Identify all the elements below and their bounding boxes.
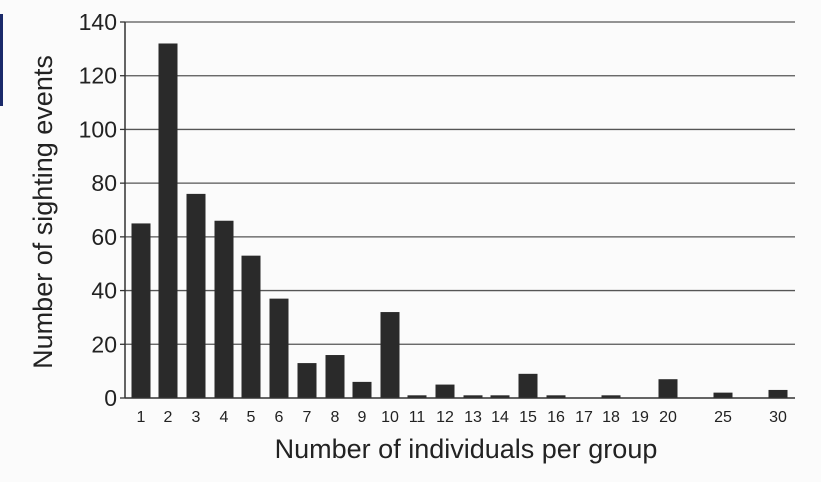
x-tick-label: 1: [137, 409, 146, 426]
x-tick-label: 2: [164, 409, 173, 426]
x-tick-label: 12: [436, 409, 454, 426]
y-tick-labels: 0 20 40 60 80 100 120 140: [79, 9, 125, 411]
x-tick-label: 18: [602, 409, 620, 426]
bar-2: [158, 43, 178, 398]
bar-14: [490, 395, 510, 398]
bar-6: [269, 298, 289, 398]
x-tick-label: 13: [464, 409, 482, 426]
bar-4: [214, 220, 234, 398]
x-tick-label: 5: [247, 409, 256, 426]
bar-16: [546, 395, 566, 398]
y-tick-label: 20: [91, 331, 117, 357]
x-tick-label: 15: [519, 409, 537, 426]
x-axis-title: Number of individuals per group: [275, 434, 658, 464]
x-tick-label: 3: [192, 409, 201, 426]
y-tick-label: 100: [79, 116, 117, 142]
x-tick-label: 8: [331, 409, 340, 426]
bar-10: [380, 312, 400, 398]
bar-8: [325, 355, 345, 398]
y-axis-title: Number of sighting events: [28, 55, 58, 369]
bar-1: [131, 223, 151, 398]
bar-30: [768, 389, 788, 398]
x-tick-label: 10: [381, 409, 399, 426]
x-tick-label: 4: [220, 409, 229, 426]
bar-25: [713, 392, 733, 398]
left-edge-strip: [0, 14, 3, 106]
bar-12: [435, 384, 455, 398]
y-tick-label: 120: [79, 63, 117, 89]
x-tick-label: 14: [491, 409, 509, 426]
x-tick-label: 20: [659, 409, 677, 426]
bar-3: [186, 193, 206, 398]
x-tick-label: 9: [358, 409, 367, 426]
bar-11: [407, 395, 427, 398]
y-tick-label: 40: [91, 278, 117, 304]
bar-9: [352, 381, 372, 398]
x-tick-label: 11: [409, 409, 426, 426]
x-tick-label: 7: [303, 409, 312, 426]
x-tick-label: 30: [769, 409, 787, 426]
x-tick-label: 6: [275, 409, 284, 426]
bar-13: [463, 395, 483, 398]
x-tick-label: 16: [547, 409, 565, 426]
y-tick-label: 140: [79, 9, 117, 35]
y-tick-label: 0: [104, 385, 117, 411]
axes: [124, 22, 795, 399]
bar-15: [518, 373, 538, 398]
x-tick-label: 19: [631, 409, 649, 426]
gridlines: [125, 21, 795, 345]
bar-18: [601, 395, 621, 398]
bar-7: [297, 363, 317, 398]
bars: [131, 43, 788, 398]
y-tick-label: 80: [91, 170, 117, 196]
y-tick-label: 60: [91, 224, 117, 250]
x-tick-label: 25: [714, 409, 732, 426]
x-tick-labels: 1 2 3 4 5 6 7 8 9 10 11 12 13 14 15 16 17 18 19 20 25 30: [137, 409, 787, 426]
bar-5: [241, 255, 261, 398]
bar-20: [658, 379, 678, 398]
x-tick-label: 17: [575, 409, 593, 426]
